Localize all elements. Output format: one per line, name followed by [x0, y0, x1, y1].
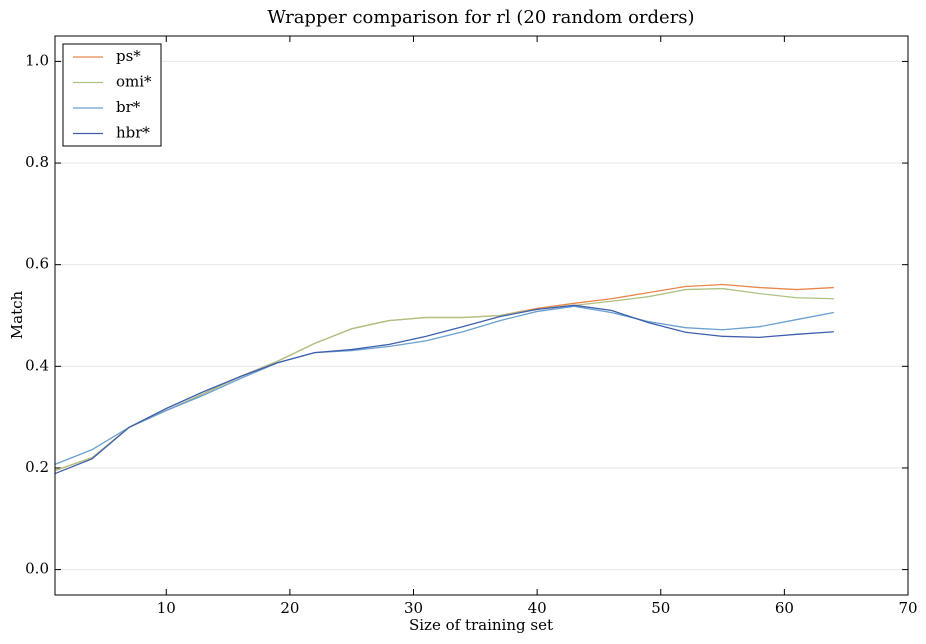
x-tick-label: 70 [898, 599, 917, 617]
line-series [54, 305, 834, 466]
x-tick-label: 40 [528, 599, 547, 617]
line-series [54, 283, 834, 472]
y-axis-label: Match [8, 290, 26, 339]
plot-frame [54, 35, 909, 596]
y-tick-label: 1.0 [25, 51, 49, 69]
x-tick-label: 50 [651, 599, 670, 617]
y-tick-label: 0.4 [25, 356, 49, 374]
y-tick-label: 0.8 [25, 153, 49, 171]
line-series [54, 287, 834, 472]
x-axis-label: Size of training set [409, 616, 553, 634]
x-tick-label: 20 [280, 599, 299, 617]
chart-title: Wrapper comparison for rl (20 random ord… [267, 7, 694, 28]
y-tick-label: 0.0 [25, 560, 49, 578]
line-series [54, 304, 834, 475]
y-tick-label: 0.6 [25, 255, 49, 273]
x-tick-label: 60 [775, 599, 794, 617]
legend-label: omi* [116, 73, 152, 91]
legend-label: hbr* [116, 124, 150, 142]
legend: ps* omi* br* hbr* [62, 43, 162, 147]
y-tick-label: 0.2 [25, 458, 49, 476]
legend-label: br* [116, 98, 141, 116]
legend-box [62, 43, 162, 147]
x-tick-label: 10 [157, 599, 176, 617]
x-tick-label: 30 [404, 599, 423, 617]
legend-label: ps* [116, 47, 141, 65]
